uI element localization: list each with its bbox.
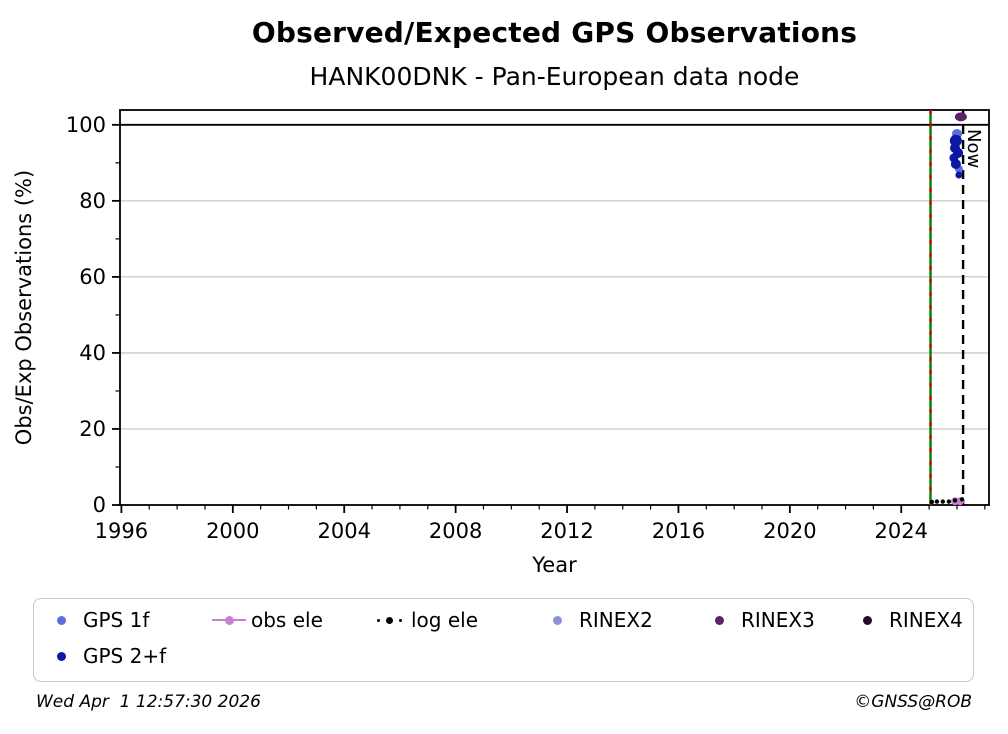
legend-label: GPS 1f (83, 608, 150, 632)
x-tick-label: 2004 (317, 519, 370, 543)
chart-subtitle: HANK00DNK - Pan-European data node (309, 62, 800, 91)
rinex2-marker-icon (540, 615, 574, 625)
legend-item-rinex2: RINEX2 (540, 605, 653, 635)
y-axis-title: Obs/Exp Observations (%) (12, 170, 36, 445)
y-tick-label: 20 (79, 417, 106, 441)
legend-label: RINEX2 (579, 608, 653, 632)
x-tick-label: 1996 (95, 519, 148, 543)
rinex4-marker-icon (850, 615, 884, 625)
x-tick-label: 2016 (652, 519, 705, 543)
y-tick-label: 80 (79, 189, 106, 213)
data-point (934, 499, 940, 504)
x-tick-label: 2020 (763, 519, 816, 543)
chart-legend: GPS 1f obs ele log ele RINEX2 RINEX3 RIN… (33, 598, 974, 682)
x-axis-title: Year (531, 553, 577, 577)
x-tick-label: 2024 (875, 519, 928, 543)
gps-observations-plot: 1996 2000 2004 2008 2012 2016 2020 2024 0 20 40 60 8… (12, 109, 990, 577)
y-tick-label: 100 (66, 113, 106, 137)
data-point (940, 499, 945, 504)
data-point (950, 158, 961, 169)
plot-border (119, 109, 990, 506)
legend-item-gps-1f: GPS 1f (44, 605, 149, 635)
obs-ele-marker-icon (212, 615, 246, 625)
x-tick-label: 2012 (540, 519, 593, 543)
y-tick-label: 0 (93, 493, 106, 517)
legend-item-obs-ele: obs ele (212, 605, 323, 635)
now-label: Now (963, 129, 984, 168)
gps-2f-marker-icon (44, 651, 78, 661)
plot-timestamp: Wed Apr 1 12:57:30 2026 (36, 692, 261, 712)
chart-title: Observed/Expected GPS Observations (251, 16, 858, 49)
x-tick-label: 2008 (429, 519, 482, 543)
legend-item-rinex4: RINEX4 (850, 605, 963, 635)
y-tick-label: 60 (79, 265, 106, 289)
copyright-credit: ©GNSS@ROB (854, 692, 972, 712)
data-point (955, 171, 963, 179)
legend-label: obs ele (251, 608, 323, 632)
x-tick-label: 2000 (206, 519, 259, 543)
legend-label: RINEX3 (741, 608, 815, 632)
legend-item-rinex3: RINEX3 (702, 605, 815, 635)
legend-label: GPS 2+f (83, 644, 167, 668)
data-point (946, 499, 952, 504)
data-point (959, 497, 965, 502)
data-point (929, 499, 935, 505)
y-tick-label: 40 (79, 341, 106, 365)
legend-label: RINEX4 (889, 608, 963, 632)
data-point (952, 498, 958, 503)
gps-1f-marker-icon (44, 615, 78, 625)
log-ele-marker-icon (372, 616, 406, 624)
legend-item-gps-2f: GPS 2+f (44, 641, 166, 671)
legend-label: log ele (411, 608, 479, 632)
legend-item-log-ele: log ele (372, 605, 478, 635)
data-point (954, 112, 967, 122)
rinex3-marker-icon (702, 615, 736, 625)
